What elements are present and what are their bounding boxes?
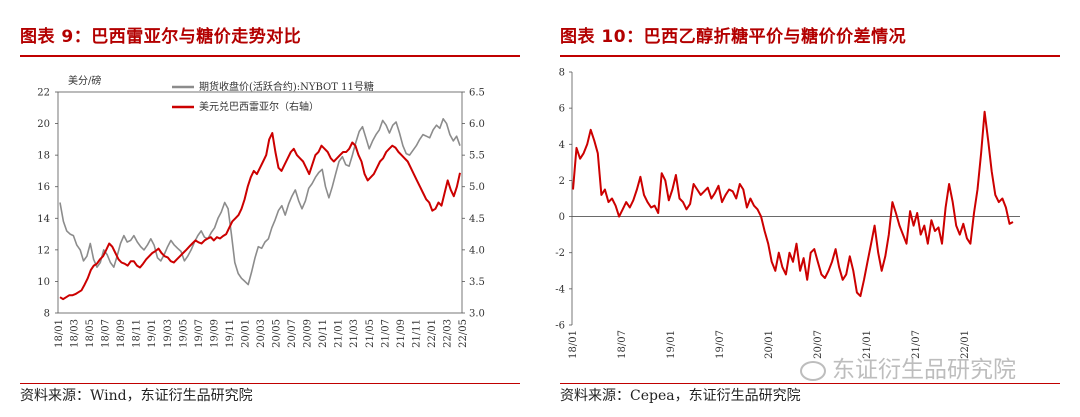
legend-label: 美元兑巴西雷亚尔（右轴） [199,100,319,113]
x-tick-label: 19/09 [209,319,220,348]
x-tick-label: 18/01 [568,330,579,359]
right-title-rule [560,55,1060,57]
x-tick-label: 20/07 [287,319,298,348]
x-tick-label: 18/05 [85,319,96,348]
y-left-tick-label: 12 [37,245,50,256]
plot-frame [57,91,463,314]
x-tick-label: 18/03 [70,319,81,348]
y-right-tick-label: 5.0 [469,182,485,193]
x-tick-label: 19/07 [194,319,205,348]
y-right-tick-label: 6.5 [469,88,485,99]
wechat-icon [800,360,826,381]
watermark: 东证衍生品研究院 [800,350,1016,384]
right-figure-panel: 图表 10：巴西乙醇折糖平价与糖价价差情况 -6 -4 -2 0 2 4 6 8 18/01 18… [540,0,1080,417]
x-tick-label: 21/09 [396,319,407,348]
x-tick-label: 20/05 [272,319,283,348]
y-tick-label: 8 [559,68,565,79]
y-left-tick-label: 8 [44,309,50,320]
x-tick-label: 21/01 [334,319,345,348]
y-right-tick-label: 3.5 [469,277,485,288]
x-tick-label: 20/07 [813,330,824,359]
y-tick-label: 4 [559,140,565,151]
x-tick-label: 19/11 [225,319,236,348]
x-tick-label: 20/03 [256,319,267,348]
x-tick-label: 21/03 [349,319,360,348]
legend-label: 期货收盘价(活跃合约):NYBOT 11号糖 [199,80,374,93]
y-left-tick-label: 10 [37,277,50,288]
x-tick-label: 20/01 [764,330,775,359]
right-chart: -6 -4 -2 0 2 4 6 8 18/01 18/07 19/01 19/07 20/01 20/0… [555,68,1020,359]
x-tick-label: 18/11 [132,319,143,348]
y-left-tick-label: 18 [37,151,50,162]
x-tick-label: 22/05 [458,319,469,348]
y-right-tick-label: 4.0 [469,245,485,256]
y-tick-label: 0 [559,212,565,223]
x-tick-label: 19/05 [178,319,189,348]
y-left-tick-label: 20 [37,119,50,130]
x-tick-label: 22/03 [442,319,453,348]
left-chart: 美分/磅 8 10 12 14 16 18 20 22 3.0 3.5 4.0 4.5 5.0 5.5 6.0… [37,74,485,348]
y-right-tick-label: 5.5 [469,151,485,162]
left-source-note: 资料来源：Wind，东证衍生品研究院 [20,388,253,404]
x-tick-label: 19/01 [147,319,158,348]
y-tick-label: -2 [555,248,565,259]
left-axis-unit: 美分/磅 [68,74,101,87]
y-tick-label: 6 [559,104,565,115]
x-tick-label: 22/01 [960,330,971,359]
left-title-rule [20,55,520,57]
x-tick-label: 19/03 [163,319,174,348]
x-tick-label: 22/01 [427,319,438,348]
x-tick-label: 20/09 [303,319,314,348]
series-line-brl-usd [59,132,461,301]
right-source-rule [560,383,1060,384]
x-tick-label: 19/07 [715,330,726,359]
x-tick-label: 21/11 [411,319,422,348]
right-figure-title: 图表 10：巴西乙醇折糖平价与糖价价差情况 [560,27,907,47]
x-tick-label: 21/07 [911,330,922,359]
y-left-tick-label: 14 [37,214,50,225]
y-left-tick-label: 22 [37,88,50,99]
x-tick-label: 20/11 [318,319,329,348]
x-tick-label: 21/01 [862,330,873,359]
y-right-tick-label: 6.0 [469,119,485,130]
y-right-tick-label: 4.5 [469,214,485,225]
y-right-tick-label: 3.0 [469,309,485,320]
watermark-text: 东证衍生品研究院 [832,357,1016,383]
right-source-note: 资料来源：Cepea，东证衍生品研究院 [560,388,801,404]
y-tick-label: -4 [555,284,565,295]
x-tick-label: 21/07 [380,319,391,348]
x-tick-label: 18/01 [54,319,65,348]
x-tick-label: 18/09 [116,319,127,348]
series-line-sugar-futures [59,118,461,286]
left-source-rule [20,383,520,384]
x-tick-label: 18/07 [101,319,112,348]
y-tick-label: -6 [555,321,565,332]
left-figure-panel: 图表 9：巴西雷亚尔与糖价走势对比 美分/磅 8 10 12 14 16 18 20 22 3.0… [20,27,520,404]
series-line-price-spread [572,110,1014,298]
y-tick-label: 2 [559,176,565,187]
x-tick-label: 20/01 [240,319,251,348]
x-tick-label: 19/01 [666,330,677,359]
left-figure-title: 图表 9：巴西雷亚尔与糖价走势对比 [20,27,302,47]
y-left-tick-label: 16 [37,182,50,193]
x-tick-label: 18/07 [617,330,628,359]
x-tick-label: 21/05 [365,319,376,348]
